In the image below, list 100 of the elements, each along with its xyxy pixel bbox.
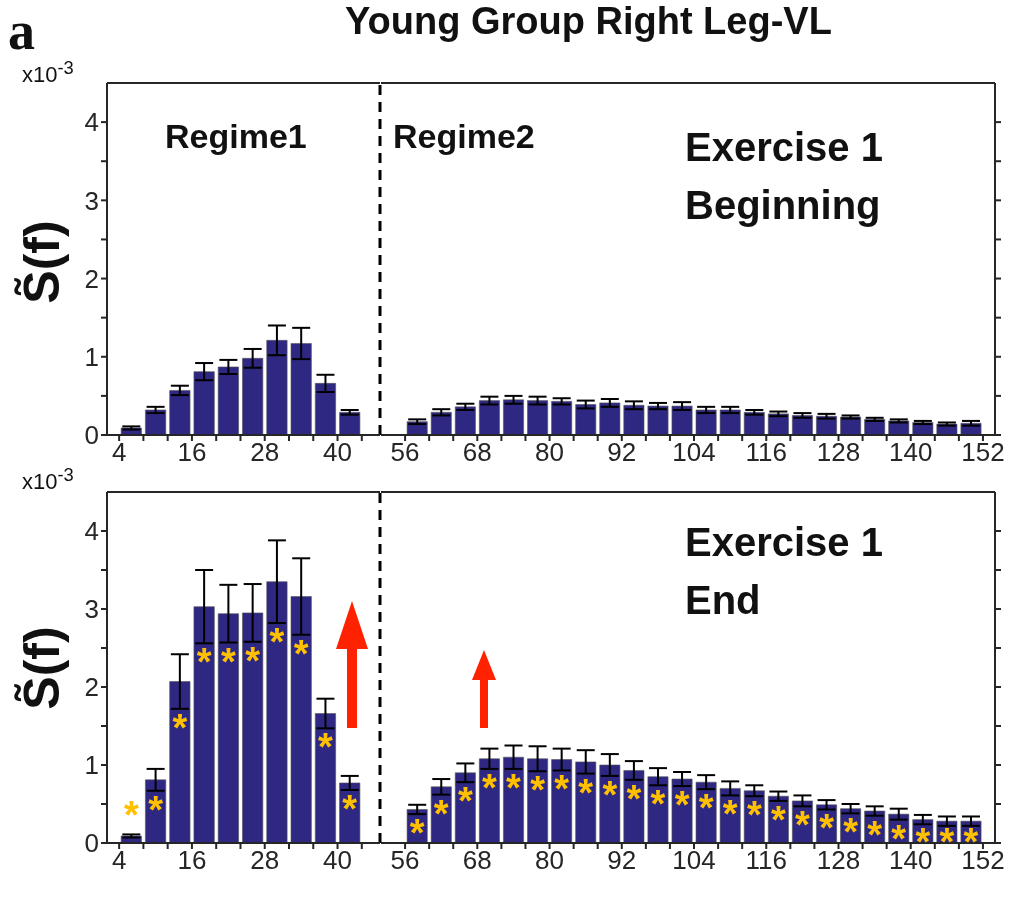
bar xyxy=(599,402,621,435)
bar xyxy=(339,412,361,435)
bar xyxy=(169,681,191,843)
data-label: * xyxy=(148,788,164,831)
annotation: Regime2 xyxy=(393,116,535,157)
data-label: * xyxy=(530,769,546,812)
y-tick-label: 2 xyxy=(84,263,99,294)
bar xyxy=(671,405,693,435)
x-tick-label: 116 xyxy=(745,845,787,876)
annotation: Exercise 1 End xyxy=(685,519,883,624)
x-tick-label: 104 xyxy=(672,845,716,876)
bar xyxy=(242,612,264,843)
data-label: * xyxy=(318,726,334,769)
bar xyxy=(290,343,312,435)
data-label: * xyxy=(770,798,786,841)
x-tick-label: 4 xyxy=(111,437,127,468)
x-tick-label: 28 xyxy=(250,845,280,876)
bar xyxy=(575,761,597,843)
bar xyxy=(623,770,645,843)
chart-title: Young Group Right Leg-VL xyxy=(345,0,832,43)
x-tick-label: 80 xyxy=(535,437,565,468)
bar xyxy=(193,371,215,435)
bar xyxy=(599,764,621,843)
data-label: * xyxy=(746,794,762,837)
y-tick-label: 4 xyxy=(84,107,99,138)
bar xyxy=(647,405,669,435)
y-tick-label: 3 xyxy=(84,594,99,625)
data-label: * xyxy=(698,787,714,830)
annotation: Regime1 xyxy=(165,116,307,157)
bar xyxy=(479,758,500,843)
y-tick-label: 1 xyxy=(84,342,99,373)
x-tick-label: 40 xyxy=(323,437,352,468)
bar xyxy=(527,758,548,843)
bar xyxy=(743,412,765,435)
bar xyxy=(503,756,524,843)
bar xyxy=(193,606,215,843)
x-tick-label: 68 xyxy=(462,845,492,876)
bar xyxy=(719,788,741,843)
data-label: * xyxy=(269,621,285,664)
bar xyxy=(430,412,452,435)
bar xyxy=(623,404,645,435)
y-tick-label: 0 xyxy=(84,828,99,859)
bar xyxy=(266,340,288,435)
x-tick-label: 140 xyxy=(889,437,933,468)
x-tick-label: 28 xyxy=(250,437,280,468)
data-label: * xyxy=(650,783,666,826)
bar xyxy=(527,400,548,435)
bar xyxy=(217,366,239,435)
bar xyxy=(503,399,524,435)
bar xyxy=(647,776,669,843)
data-label: * xyxy=(220,640,236,683)
x-tick-label: 152 xyxy=(961,437,1005,468)
y-tick-label: 0 xyxy=(84,420,99,451)
bar xyxy=(479,400,500,435)
x-tick-label: 104 xyxy=(672,437,716,468)
data-label: * xyxy=(722,793,738,836)
x-tick-label: 152 xyxy=(961,845,1005,876)
bar xyxy=(671,778,693,843)
x-tick-label: 40 xyxy=(323,845,352,876)
bar xyxy=(290,596,312,843)
data-label: * xyxy=(554,768,570,811)
x-tick-label: 92 xyxy=(607,845,637,876)
data-label: * xyxy=(293,632,309,675)
data-label: * xyxy=(433,792,449,835)
bar xyxy=(314,383,336,435)
bar xyxy=(145,409,167,435)
data-label: * xyxy=(123,793,139,836)
data-label: * xyxy=(578,771,594,814)
x-tick-label: 92 xyxy=(607,437,637,468)
data-label: * xyxy=(602,773,618,816)
data-label: * xyxy=(795,804,811,847)
bar xyxy=(169,390,191,435)
bar xyxy=(575,404,597,435)
bar xyxy=(695,781,717,843)
data-label: * xyxy=(819,807,835,850)
x-tick-label: 116 xyxy=(745,437,787,468)
y-tick-label: 1 xyxy=(84,750,99,781)
y-tick-label: 4 xyxy=(84,516,99,547)
bar xyxy=(454,406,476,435)
bar xyxy=(719,409,741,435)
bar xyxy=(339,782,361,843)
x-tick-label: 68 xyxy=(462,437,492,468)
x-tick-label: 16 xyxy=(177,437,207,468)
bar xyxy=(767,413,789,435)
bar xyxy=(314,713,336,843)
y-axis-title: S̃(f) xyxy=(13,220,71,304)
text: x10$^{-3}$ xyxy=(22,463,74,497)
bar xyxy=(242,358,264,435)
data-label: * xyxy=(342,787,358,830)
annotation: Exercise 1 Beginning xyxy=(685,124,883,229)
y-axis-title: S̃(f) xyxy=(13,626,71,710)
x-tick-label: 128 xyxy=(816,437,861,468)
data-label: * xyxy=(196,641,212,684)
bar xyxy=(695,409,717,435)
y-tick-label: 3 xyxy=(84,185,99,216)
data-label: * xyxy=(939,821,955,863)
data-label: * xyxy=(172,706,188,749)
data-label: * xyxy=(482,766,498,809)
x-tick-label: 16 xyxy=(177,845,207,876)
data-label: * xyxy=(457,780,473,823)
